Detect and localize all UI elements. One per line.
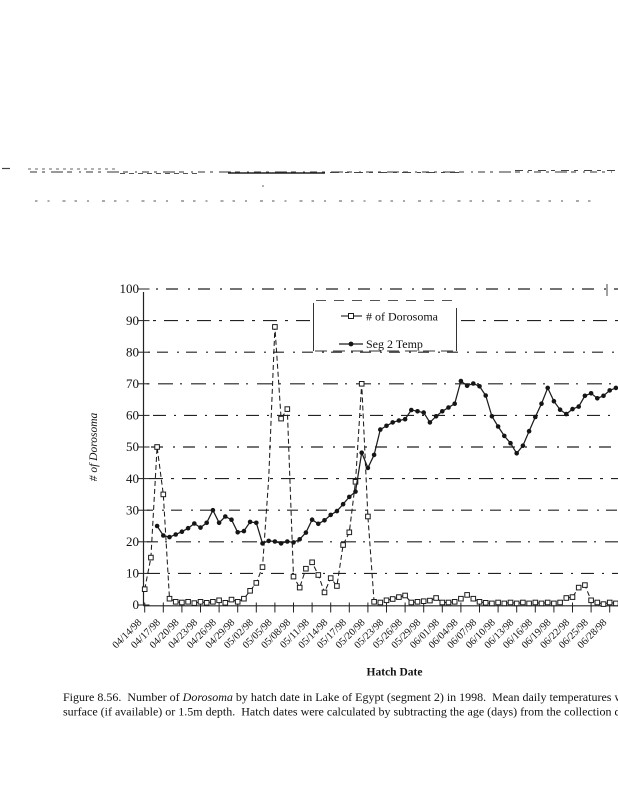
svg-text:surface (if available) or 1.5m: surface (if available) or 1.5m depth. Ha…	[63, 705, 618, 719]
svg-text:20: 20	[126, 534, 139, 549]
svg-text:70: 70	[126, 376, 139, 391]
svg-text:# of Dorosoma: # of Dorosoma	[88, 412, 100, 481]
svg-text:80: 80	[126, 344, 139, 359]
svg-text:0: 0	[133, 597, 140, 612]
svg-text:50: 50	[126, 439, 139, 454]
svg-text:100: 100	[120, 281, 140, 296]
svg-text:Hatch Date: Hatch Date	[367, 667, 423, 679]
svg-text:40: 40	[126, 471, 139, 486]
svg-text:Figure 8.56. Number of Doroso: Figure 8.56. Number of Dorosoma by hatch…	[63, 690, 618, 704]
svg-text:30: 30	[126, 502, 139, 517]
svg-text:90: 90	[126, 313, 139, 328]
svg-text:10: 10	[126, 566, 139, 581]
svg-text:Seg 2 Temp: Seg 2 Temp	[366, 337, 423, 351]
svg-text:60: 60	[126, 408, 139, 423]
svg-text:# of Dorosoma: # of Dorosoma	[366, 310, 439, 324]
